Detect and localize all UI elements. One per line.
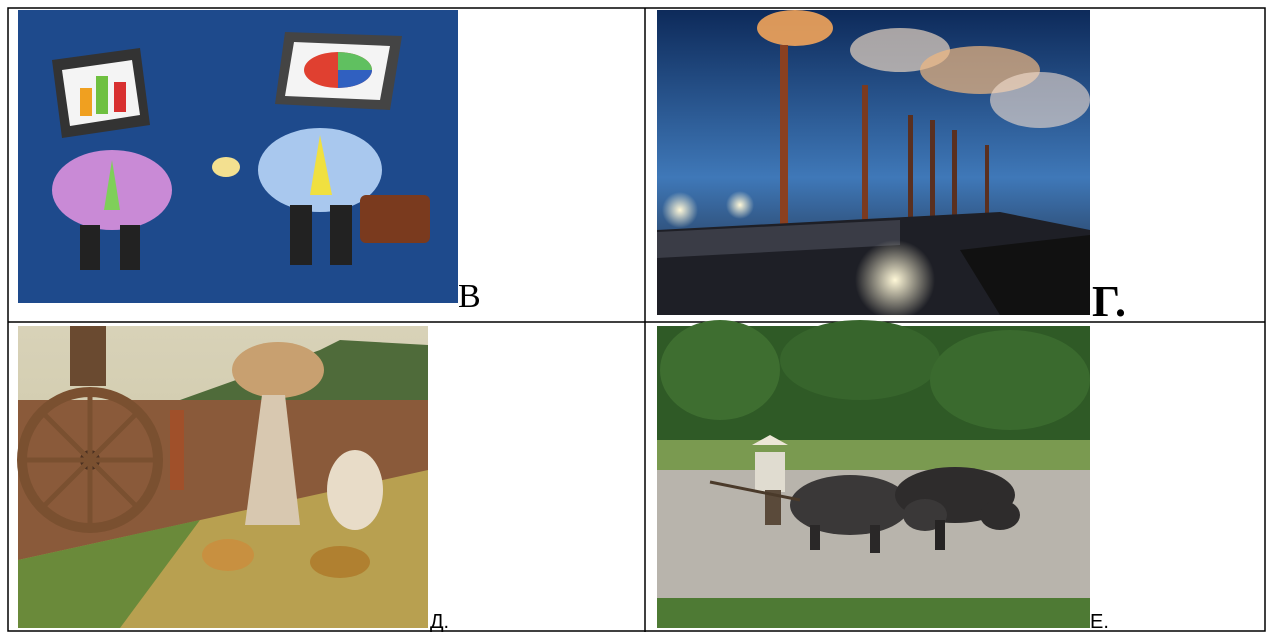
business-illustration-shape: [96, 76, 108, 114]
farming-photo-shape: [24, 394, 156, 526]
ploughing-photo-shape: [657, 598, 1090, 628]
ploughing-photo-shape: [780, 320, 940, 400]
farming-photo-shape: [327, 450, 383, 530]
cell-label: Е.: [1090, 611, 1109, 632]
farming-photo-shape: [202, 539, 254, 571]
business-illustration-shape: [290, 205, 312, 265]
cell-label: Д.: [430, 611, 449, 632]
farming-photo-shape: [70, 326, 106, 386]
ploughing-photo-shape: [790, 475, 910, 535]
industry-photo-shape: [662, 192, 698, 228]
ploughing-photo-shape: [930, 330, 1090, 430]
ploughing-photo-shape: [935, 520, 945, 550]
ploughing-photo: [657, 320, 1090, 628]
document-table: В Г.: [0, 0, 1270, 632]
ploughing-photo-shape: [660, 320, 780, 420]
industry-photo-shape: [757, 10, 833, 46]
ploughing-photo-shape: [870, 525, 880, 553]
cell-label: В: [458, 278, 481, 315]
business-illustration-shape: [330, 205, 352, 265]
ploughing-photo-shape: [810, 525, 820, 550]
page: В Г.: [0, 0, 1270, 632]
industry-photo-shape: [855, 240, 935, 320]
farming-photo-shape: [170, 410, 184, 490]
cell-label: Г.: [1092, 277, 1126, 326]
farming-photo-shape: [310, 546, 370, 578]
farming-photo-shape: [232, 342, 324, 398]
business-illustration-shape: [80, 88, 92, 116]
business-illustration-shape: [114, 82, 126, 112]
ploughing-photo-shape: [657, 440, 1090, 470]
business-illustration-shape: [120, 225, 140, 270]
business-illustration-shape: [360, 195, 430, 243]
industry-photo-shape: [990, 72, 1090, 128]
industry-photo-shape: [726, 191, 754, 219]
ploughing-photo-shape: [755, 452, 785, 492]
ploughing-photo-shape: [980, 500, 1020, 530]
business-illustration: [18, 10, 458, 303]
business-illustration-shape: [80, 225, 100, 270]
industry-photo: [657, 10, 1090, 320]
business-illustration-shape: [212, 157, 240, 177]
farming-photo: [18, 326, 428, 628]
